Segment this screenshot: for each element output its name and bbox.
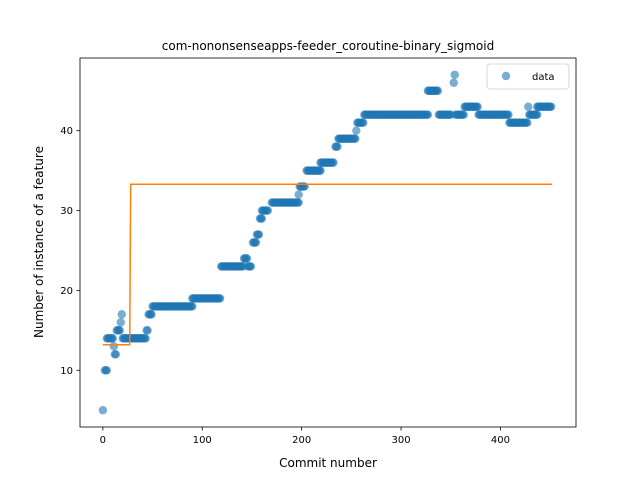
plot-frame [79,57,577,428]
data-point [263,206,273,215]
data-point [523,118,532,127]
data-point [147,310,156,319]
x-tick-label: 200 [292,435,311,446]
data-point [352,126,361,135]
data-point [116,318,125,327]
data-point [254,230,264,239]
data-point [143,326,152,335]
data-point [333,142,342,151]
data-point [246,262,256,271]
data-point [423,110,433,119]
data-point [294,198,303,207]
data-point [102,366,112,375]
fit-line [102,183,553,346]
data-point [98,406,108,415]
data-point [459,110,468,119]
data-layer [98,70,556,415]
y-tick-label: 20 [60,286,73,297]
data-point [294,190,303,199]
data-point [141,334,150,343]
legend-box [486,63,570,90]
y-axis-ticks: 10 20 30 40 [60,126,80,377]
data-point [316,166,325,175]
data-point [359,118,368,127]
data-point [215,294,225,303]
data-point [524,102,533,111]
data-point [433,86,443,95]
x-tick-label: 100 [193,435,212,446]
x-tick-label: 400 [491,435,510,446]
data-point [546,102,556,111]
fit-layer [102,183,553,346]
x-axis-ticks: 0 100 200 300 400 [100,427,510,446]
data-point [188,302,197,311]
data-point [111,350,120,359]
data-point [108,334,118,343]
chart-title: com-nononsenseapps-feeder_coroutine-bina… [162,39,494,53]
data-point [109,342,118,351]
y-tick-label: 30 [60,206,73,217]
data-point [251,238,261,247]
x-tick-label: 300 [392,435,411,446]
data-point [329,158,338,167]
y-tick-label: 10 [60,366,73,377]
legend-label-data: data [532,72,555,83]
data-point [504,110,513,119]
data-point [117,310,126,319]
y-tick-label: 40 [60,126,73,137]
x-tick-label: 0 [100,435,106,446]
x-axis-label: Commit number [279,456,377,470]
data-point [533,110,542,119]
data-point [450,70,459,79]
legend-marker-data [501,71,511,81]
y-axis-label: Number of instance of a feature [32,146,46,338]
data-point [351,134,360,143]
data-point [449,78,458,87]
data-point [257,214,267,223]
data-point [115,326,124,335]
legend: data [486,63,570,90]
data-point [242,254,252,263]
data-point [473,102,482,111]
